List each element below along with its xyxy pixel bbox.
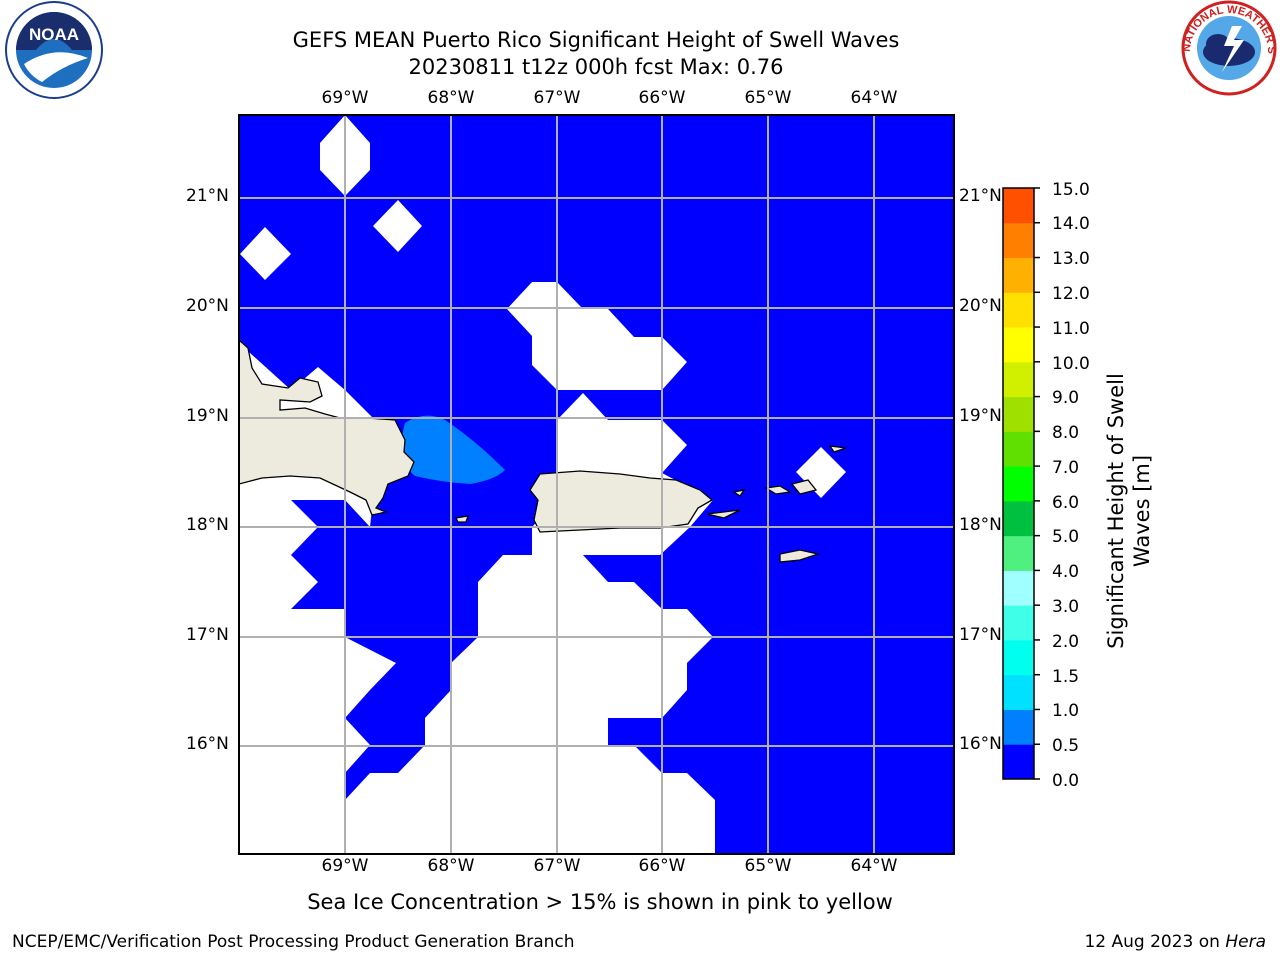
colorbar-tick-label: 3.0 bbox=[1052, 597, 1080, 617]
colorbar-segment bbox=[1003, 327, 1034, 363]
colorbar-segment bbox=[1003, 396, 1034, 432]
lat-label-right: 17°N bbox=[959, 625, 1002, 645]
lon-label-top: 68°W bbox=[427, 88, 475, 108]
colorbar-segment bbox=[1003, 535, 1034, 571]
colorbar-segment bbox=[1003, 570, 1034, 606]
colorbar-tick-label: 11.0 bbox=[1052, 319, 1090, 339]
land-masses bbox=[239, 339, 847, 563]
colorbar-tick-label: 15.0 bbox=[1052, 180, 1090, 200]
noaa-logo: NOAA bbox=[5, 1, 103, 99]
colorbar-frame bbox=[1002, 187, 1035, 780]
colorbar-segment bbox=[1003, 188, 1034, 224]
lon-label-bottom: 66°W bbox=[638, 856, 686, 876]
colorbar-segment bbox=[1003, 292, 1034, 328]
footer-host: Hera bbox=[1225, 932, 1266, 952]
sea-ice-note: Sea Ice Concentration > 15% is shown in … bbox=[307, 890, 893, 914]
lat-label-left: 19°N bbox=[186, 406, 229, 426]
vieques-island bbox=[706, 509, 741, 519]
colorbar-tick-label: 10.0 bbox=[1052, 354, 1090, 374]
hispaniola-landmass bbox=[239, 339, 415, 516]
footer-credit: NCEP/EMC/Verification Post Processing Pr… bbox=[12, 932, 575, 952]
noaa-logo-upper bbox=[16, 12, 92, 50]
colorbar-segment bbox=[1003, 431, 1034, 467]
lon-label-bottom: 65°W bbox=[744, 856, 792, 876]
lat-label-left: 21°N bbox=[186, 186, 229, 206]
chart-title: GEFS MEAN Puerto Rico Significant Height… bbox=[292, 28, 900, 52]
colorbar-segment bbox=[1003, 639, 1034, 676]
colorbar-tick-label: 6.0 bbox=[1052, 493, 1080, 513]
footer-date: 12 Aug 2023 on Hera bbox=[1084, 932, 1266, 952]
colorbar-tick-marks bbox=[1034, 187, 1040, 780]
virgin-gorda-island bbox=[790, 479, 818, 495]
colorbar-segment bbox=[1003, 674, 1034, 710]
swell-field-0.5-1.0 bbox=[401, 415, 505, 484]
noaa-logo-bird bbox=[24, 52, 88, 82]
lon-label-top: 65°W bbox=[744, 88, 792, 108]
colorbar-tick-label: 4.0 bbox=[1052, 562, 1080, 582]
colorbar-segment bbox=[1003, 257, 1034, 293]
nws-logo-lightning bbox=[1222, 26, 1244, 72]
colorbar-tick-label: 0.5 bbox=[1052, 736, 1080, 756]
colorbar-tick-label: 0.0 bbox=[1052, 771, 1080, 791]
colorbar-segment bbox=[1003, 605, 1034, 641]
colorbar-tick-label: 5.0 bbox=[1052, 527, 1080, 547]
colorbar-tick-label: 14.0 bbox=[1052, 214, 1090, 234]
colorbar-segment bbox=[1003, 709, 1034, 745]
anegada-island bbox=[828, 445, 847, 453]
colorbar-tick-label: 8.0 bbox=[1052, 423, 1080, 443]
lat-label-left: 18°N bbox=[186, 515, 229, 535]
nws-logo-cloud-puff bbox=[1206, 34, 1230, 54]
st-croix-island bbox=[779, 549, 821, 563]
colorbar-title: Significant Height of Swell Waves [m] bbox=[1103, 301, 1155, 721]
lon-label-bottom: 64°W bbox=[850, 856, 898, 876]
colorbar-segment bbox=[1003, 361, 1034, 398]
no-data-cell bbox=[373, 200, 422, 252]
colorbar-tick-label: 9.0 bbox=[1052, 388, 1080, 408]
colorbar-title-line1: Significant Height of Swell bbox=[1104, 373, 1128, 649]
colorbar-tick-label: 7.0 bbox=[1052, 458, 1080, 478]
colorbar-segment bbox=[1003, 744, 1034, 780]
map-frame bbox=[238, 114, 955, 855]
colorbar-tick-label: 2.0 bbox=[1052, 632, 1080, 652]
colorbar-segment bbox=[1003, 466, 1034, 502]
lon-label-top: 69°W bbox=[321, 88, 369, 108]
colorbar-title-line2: Waves [m] bbox=[1130, 454, 1154, 568]
culebra-island bbox=[732, 489, 746, 497]
nws-logo: NATIONAL WEATHER SERVICE bbox=[1178, 0, 1277, 96]
colorbar-tick-label: 12.0 bbox=[1052, 284, 1090, 304]
lat-label-left: 17°N bbox=[186, 625, 229, 645]
st-thomas-island bbox=[764, 485, 792, 495]
no-data-cell bbox=[796, 447, 846, 498]
no-data-cell bbox=[240, 227, 291, 280]
lon-label-bottom: 67°W bbox=[533, 856, 581, 876]
puerto-rico-landmass bbox=[529, 470, 714, 533]
map-area bbox=[239, 115, 954, 854]
lon-label-top: 66°W bbox=[638, 88, 686, 108]
colorbar bbox=[1003, 188, 1034, 780]
lon-label-top: 67°W bbox=[533, 88, 581, 108]
lat-label-left: 20°N bbox=[186, 296, 229, 316]
noaa-logo-text: NOAA bbox=[29, 25, 79, 44]
footer-date-text: 12 Aug 2023 on bbox=[1084, 932, 1226, 952]
lat-label-right: 19°N bbox=[959, 406, 1002, 426]
lat-label-left: 16°N bbox=[186, 734, 229, 754]
chart-subtitle: 20230811 t12z 000h fcst Max: 0.76 bbox=[408, 55, 784, 79]
lat-label-right: 20°N bbox=[959, 296, 1002, 316]
map-gridlines bbox=[239, 115, 954, 854]
lon-label-bottom: 69°W bbox=[321, 856, 369, 876]
colorbar-tick-label: 1.5 bbox=[1052, 667, 1080, 687]
lat-label-right: 16°N bbox=[959, 734, 1002, 754]
lon-label-top: 64°W bbox=[850, 88, 898, 108]
colorbar-segment bbox=[1003, 222, 1034, 259]
lat-label-right: 18°N bbox=[959, 515, 1002, 535]
colorbar-tick-label: 13.0 bbox=[1052, 249, 1090, 269]
lat-label-right: 21°N bbox=[959, 186, 1002, 206]
lon-label-bottom: 68°W bbox=[427, 856, 475, 876]
mona-island bbox=[455, 515, 469, 523]
colorbar-tick-label: 1.0 bbox=[1052, 701, 1080, 721]
colorbar-segment bbox=[1003, 500, 1034, 537]
